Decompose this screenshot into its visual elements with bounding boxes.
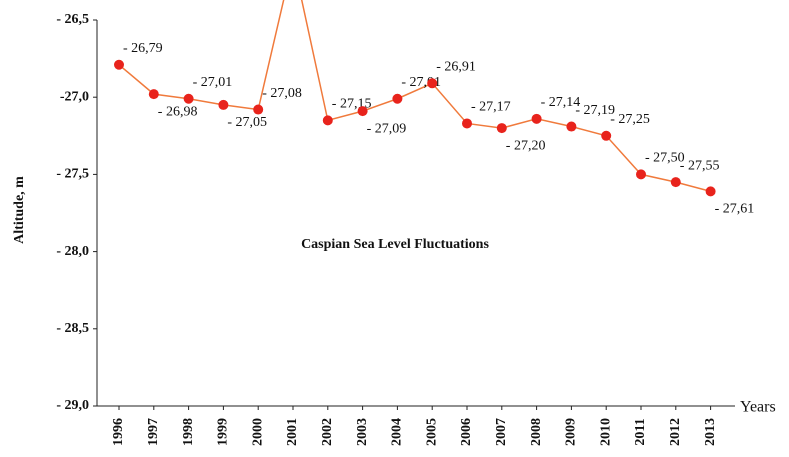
x-tick-label: 2004 — [390, 418, 405, 446]
data-point — [636, 169, 646, 180]
data-point — [253, 104, 264, 115]
data-label: - 27,09 — [367, 121, 407, 136]
data-label: - 27,08 — [262, 86, 302, 101]
x-tick-label: 2001 — [285, 418, 300, 446]
data-label: - 27,20 — [506, 138, 546, 153]
x-tick-label: 2005 — [424, 418, 439, 446]
series-line — [118, 0, 711, 193]
x-tick-label: 1997 — [146, 418, 161, 446]
x-axis-label: Years — [740, 399, 776, 416]
data-point — [705, 186, 716, 197]
x-tick-label: 2012 — [668, 418, 683, 446]
data-point — [357, 106, 368, 117]
data-label: - 27,50 — [645, 151, 685, 166]
data-point — [566, 121, 577, 132]
x-tick-label: 2003 — [355, 418, 370, 446]
data-point — [322, 115, 333, 126]
data-point — [218, 99, 229, 110]
data-point — [601, 130, 612, 141]
x-tick-label: 2010 — [598, 418, 613, 446]
data-point — [392, 93, 403, 104]
data-label: - 27,14 — [541, 95, 581, 110]
data-point — [531, 113, 542, 124]
x-tick-label: 1996 — [111, 418, 126, 446]
data-label: - 27,05 — [227, 115, 267, 130]
data-label: - 27,25 — [610, 112, 650, 127]
y-tick-label: - 26,5 — [56, 12, 89, 27]
y-axis-label: Altitude, m — [12, 176, 27, 244]
x-tick-label: 2000 — [250, 418, 265, 446]
data-label: - 27,61 — [715, 202, 755, 217]
data-label: - 27,17 — [471, 100, 511, 115]
x-tick-label: 1998 — [181, 418, 196, 446]
y-tick-label: - 28,0 — [56, 244, 89, 259]
data-point — [427, 78, 438, 89]
data-label: - 27,01 — [193, 75, 233, 90]
data-label: - 26,98 — [158, 104, 198, 119]
x-tick-label: 2007 — [494, 418, 509, 446]
y-tick-label: - 28,5 — [56, 321, 89, 336]
data-label: - 27,19 — [575, 103, 615, 118]
x-tick-label: 1999 — [216, 418, 231, 446]
data-label: - 27,55 — [680, 158, 720, 173]
data-point — [670, 177, 681, 188]
data-point — [114, 59, 124, 70]
x-tick-label: 2002 — [320, 418, 335, 446]
x-tick-label: 2011 — [633, 418, 648, 445]
y-tick-label: - 29,0 — [56, 398, 89, 413]
y-tick-label: - 27,5 — [56, 167, 89, 182]
x-tick-label: 2008 — [529, 418, 544, 446]
x-tick-label: 2006 — [459, 418, 474, 446]
data-point — [496, 123, 507, 134]
y-tick-label: -27,0 — [60, 89, 89, 104]
data-label: - 26,91 — [436, 60, 476, 75]
data-point — [183, 93, 194, 104]
x-tick-label: 2009 — [564, 418, 579, 446]
x-tick-label: 2013 — [703, 418, 718, 446]
data-label: - 26,79 — [123, 41, 163, 56]
data-point — [148, 89, 159, 100]
chart-title: Caspian Sea Level Fluctuations — [301, 237, 489, 252]
data-point — [462, 118, 472, 129]
